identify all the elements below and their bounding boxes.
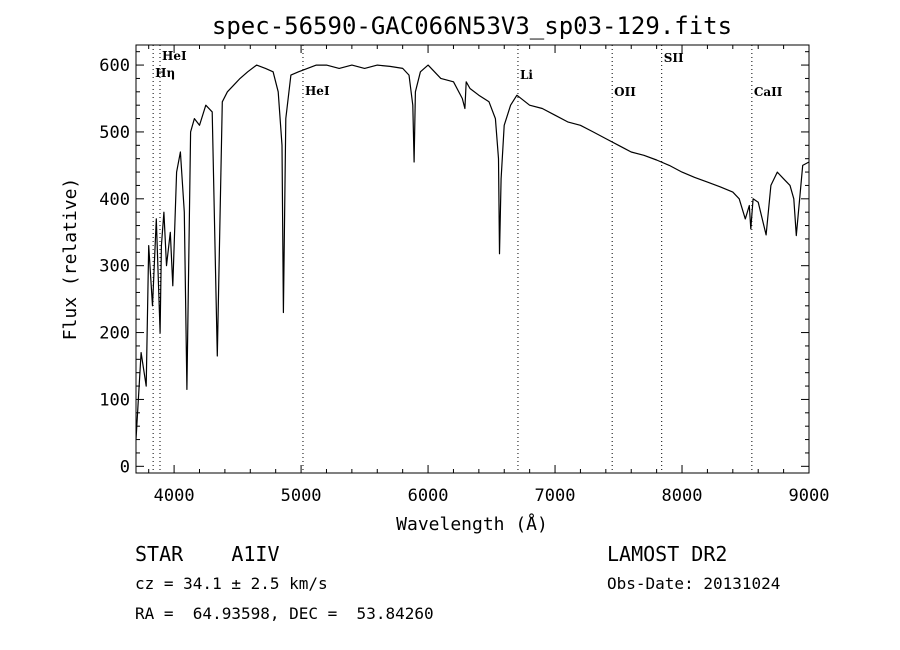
y-axis-label: Flux (relative): [60, 178, 81, 341]
y-tick-label: 200: [99, 324, 130, 344]
spectral-line-label: HeI: [305, 84, 330, 98]
x-tick-label: 5000: [281, 486, 322, 506]
plot-frame: [135, 44, 810, 474]
x-tick-label: 7000: [535, 486, 576, 506]
y-tick-label: 300: [99, 257, 130, 277]
coordinates-info: RA = 64.93598, DEC = 53.84260: [135, 604, 434, 623]
y-tick-label: 400: [99, 190, 130, 210]
object-class: STAR A1IV: [135, 542, 280, 566]
y-tick-label: 0: [120, 457, 130, 477]
spectral-line-label: SII: [664, 51, 684, 65]
y-tick-label: 100: [99, 390, 130, 410]
x-tick-label: 8000: [662, 486, 703, 506]
spectral-line-label: HeI: [162, 49, 187, 63]
spectral-line-label: OII: [614, 85, 636, 99]
chart-title: spec-56590-GAC066N53V3_sp03-129.fits: [212, 12, 732, 40]
velocity-info: cz = 34.1 ± 2.5 km/s: [135, 574, 328, 593]
y-tick-label: 600: [99, 56, 130, 76]
spectral-line-label: CaII: [754, 85, 783, 99]
x-tick-label: 4000: [154, 486, 195, 506]
x-tick-label: 9000: [789, 486, 830, 506]
obs-date: Obs-Date: 20131024: [607, 574, 781, 593]
spectral-line-label: Hη: [155, 66, 175, 80]
x-tick-label: 6000: [408, 486, 449, 506]
spectral-line-label: Li: [520, 68, 533, 82]
spectrum-line: [136, 64, 809, 440]
x-axis-label: Wavelength (Å): [396, 513, 548, 535]
y-tick-label: 500: [99, 123, 130, 143]
survey-label: LAMOST DR2: [607, 542, 728, 566]
